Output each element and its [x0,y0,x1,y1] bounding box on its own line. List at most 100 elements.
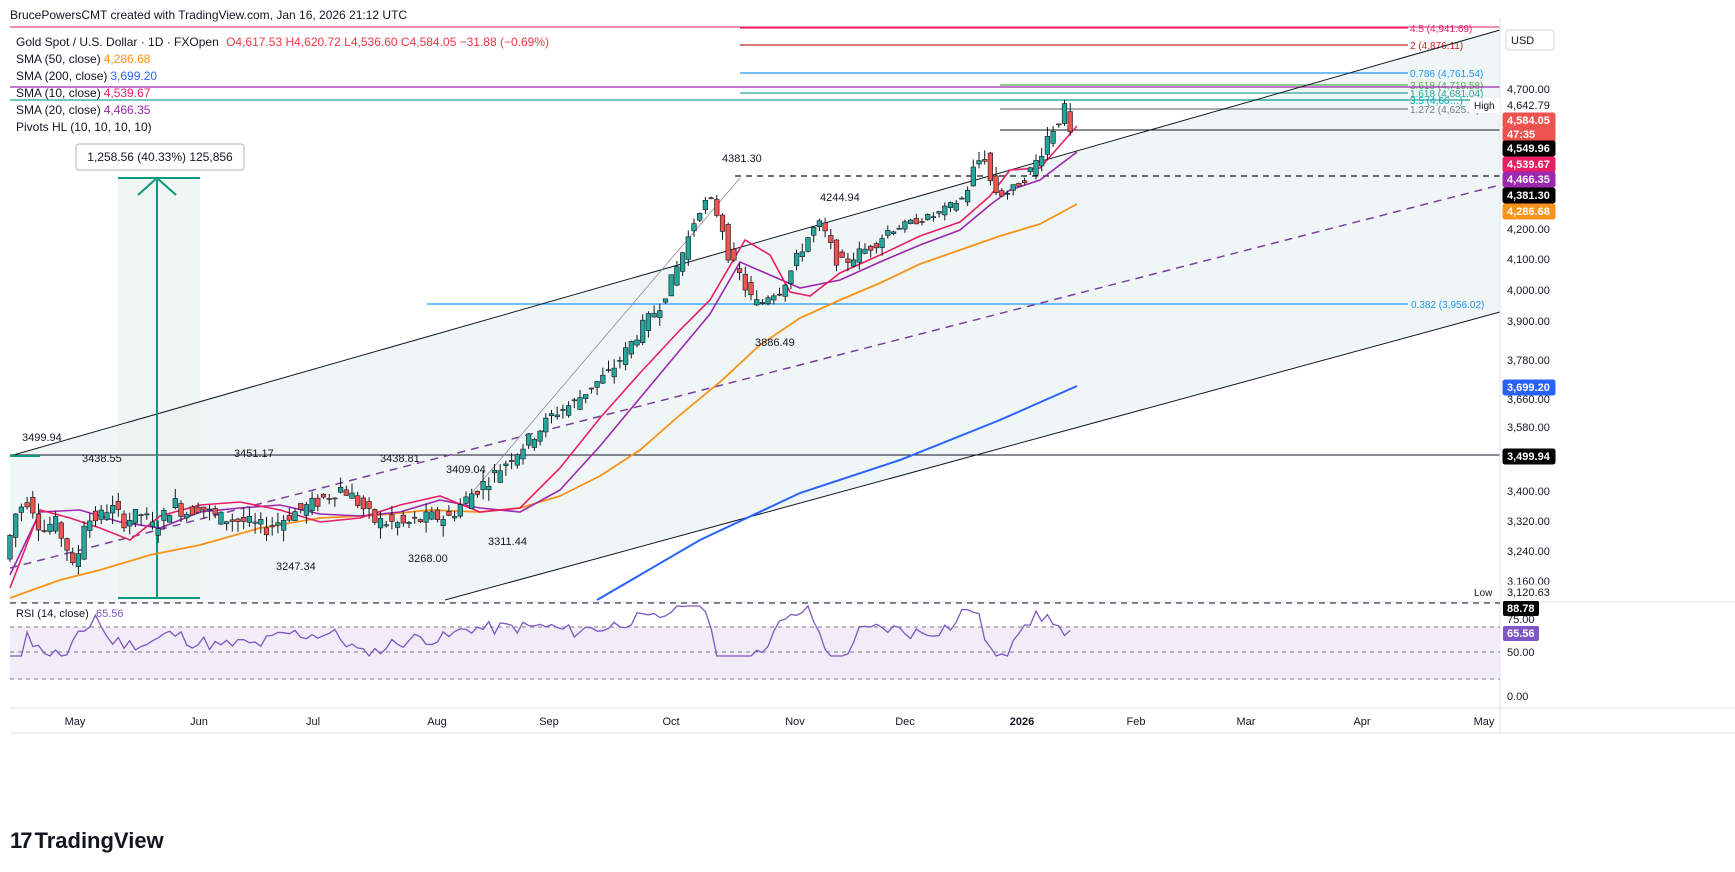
candle [486,485,492,491]
legend-row[interactable]: SMA (20, close) 4,466.35 [16,102,549,119]
candle [993,175,999,193]
candle [839,251,845,258]
candle [645,313,651,331]
candle [394,522,401,528]
candle [87,520,93,531]
rsi-tick: 50.00 [1507,647,1535,659]
candle [628,341,634,355]
candle [651,312,657,318]
pivot-label: 4381.30 [722,153,762,165]
price-label: 4,466.35 [1507,174,1550,186]
candle [275,522,281,526]
legend-row[interactable]: SMA (10, close) 4,539.67 [16,85,549,102]
candle [1010,184,1016,191]
pivot-label: 3886.49 [755,337,795,349]
legend-value: 4,539.67 [103,86,151,100]
candle [1021,180,1028,184]
sma-200-line [596,385,1078,601]
candle [263,527,270,536]
candle [429,511,435,520]
measure-label-box [75,143,245,171]
fib-label: 0.786 (4,761.54) [1410,69,1483,80]
price-label-bg [1502,584,1556,601]
fib-label: 0.382 (3,956.02) [1411,300,1484,311]
price-tick: 4,100.00 [1507,254,1550,266]
candle [235,518,241,522]
legend-value: 4,466.35 [103,103,151,117]
legend-label: SMA (50, close) [16,52,101,66]
candle [412,516,418,519]
candle [862,248,868,254]
candle [92,510,99,522]
candle [936,211,942,214]
price-label: 4,286.68 [1507,206,1550,218]
candle [81,525,87,560]
logo-text: TradingView [34,828,164,853]
candle [115,500,121,510]
candle [35,513,42,531]
price-label-pre-bg [1470,98,1500,113]
candle [1039,155,1045,167]
candle [816,220,822,227]
rsi-tick: 0.00 [1507,691,1528,703]
candle [104,512,110,520]
candle [571,399,577,402]
candle [930,216,936,219]
fib-label: 1.618 (4,681.04) [1410,89,1483,100]
candle [611,367,617,378]
candle [982,159,988,162]
candle [622,347,629,365]
candle [446,511,452,516]
candle [246,515,253,523]
rsi-line [10,604,1071,658]
price-chart[interactable]: 4.5 (4,941.69) 2 (4,876.11) 0.786 (4,761.5… [0,0,1735,820]
candle [491,469,498,474]
legend-label: SMA (200, close) [16,69,108,83]
candle [1050,131,1056,144]
candle [668,274,674,297]
candle [560,409,566,411]
pivot-label: 3438.81 [380,453,420,465]
candle [360,497,367,510]
candle [987,152,993,182]
channel-mid-dashed [9,184,1501,569]
candle [685,236,691,260]
candle [868,245,874,251]
candle [1056,123,1062,126]
candle [907,219,914,224]
tradingview-logo[interactable]: 17 TradingView [10,828,164,854]
candle [605,369,612,372]
symbol-row[interactable]: Gold Spot / U.S. Dollar · 1D · FXOpen O4… [16,34,549,51]
candle [155,528,161,536]
candle [771,295,777,301]
candle [742,273,748,291]
candle [850,259,857,267]
rsi-label-bg [1503,626,1539,641]
candle [919,221,925,223]
candle [902,221,908,230]
candle [206,508,213,511]
rsi-price-label: 88.78 [1507,603,1535,615]
candle [229,519,235,522]
candle [315,497,321,507]
time-tick: Dec [895,716,915,728]
candle [793,252,800,267]
candle [634,339,640,346]
candle [440,519,446,526]
price-label-bg [1502,379,1556,396]
candle [212,508,218,515]
legend-row[interactable]: Pivots HL (10, 10, 10, 10) [16,119,549,136]
legend-row[interactable]: SMA (200, close) 3,699.20 [16,68,549,85]
candle [138,514,144,516]
price-label-bg [1502,140,1556,157]
time-tick: Oct [662,716,679,728]
time-tick: Nov [785,716,805,728]
candle [811,227,817,236]
legend-label: Pivots HL (10, 10, 10, 10) [16,120,152,134]
candle [337,487,344,493]
price-tick: 3,660.00 [1507,394,1550,406]
candle [110,505,116,514]
legend-row[interactable]: SMA (50, close) 4,286.68 [16,51,549,68]
candle [765,297,771,305]
candle [577,397,583,410]
